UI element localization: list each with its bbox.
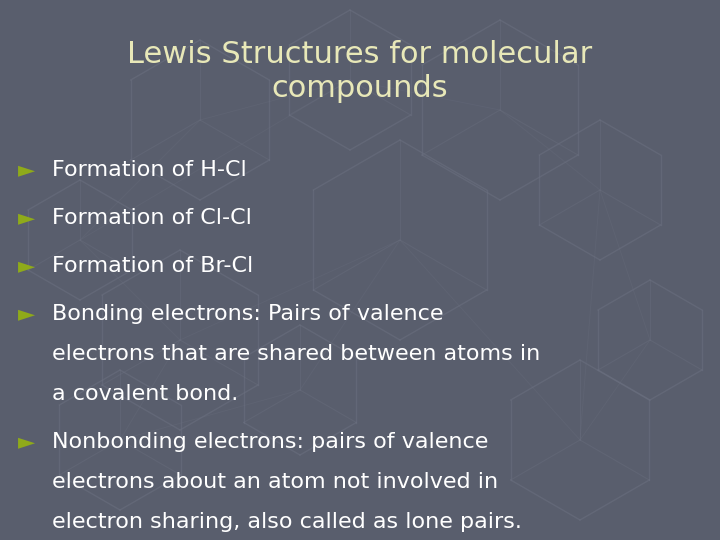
Text: Bonding electrons: Pairs of valence: Bonding electrons: Pairs of valence <box>52 304 444 324</box>
Text: electrons that are shared between atoms in: electrons that are shared between atoms … <box>52 344 540 364</box>
Text: Nonbonding electrons: pairs of valence: Nonbonding electrons: pairs of valence <box>52 432 488 452</box>
Text: electron sharing, also called as lone pairs.: electron sharing, also called as lone pa… <box>52 512 522 532</box>
Text: Formation of Cl-Cl: Formation of Cl-Cl <box>52 208 252 228</box>
Text: Lewis Structures for molecular
compounds: Lewis Structures for molecular compounds <box>127 40 593 103</box>
Text: ►: ► <box>18 256 35 276</box>
Text: ►: ► <box>18 432 35 452</box>
Text: Formation of Br-Cl: Formation of Br-Cl <box>52 256 253 276</box>
Text: ►: ► <box>18 304 35 324</box>
Text: ►: ► <box>18 208 35 228</box>
Text: Formation of H-Cl: Formation of H-Cl <box>52 160 247 180</box>
Text: electrons about an atom not involved in: electrons about an atom not involved in <box>52 472 498 492</box>
Text: a covalent bond.: a covalent bond. <box>52 384 238 404</box>
Text: ►: ► <box>18 160 35 180</box>
